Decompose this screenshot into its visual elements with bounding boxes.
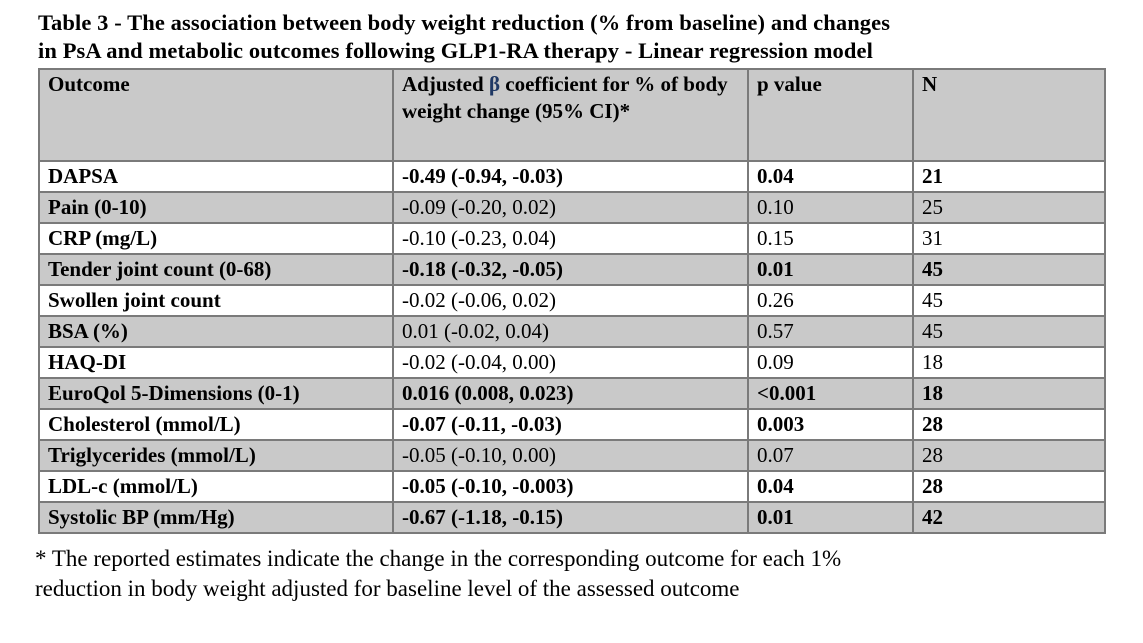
coefficient-cell: -0.09 (-0.20, 0.02) (392, 191, 749, 224)
table-row: Pain (0-10) -0.09 (-0.20, 0.02) 0.10 25 (38, 191, 1106, 224)
outcome-cell: Systolic BP (mm/Hg) (38, 501, 394, 534)
n-cell: 42 (912, 501, 1106, 534)
n-cell: 28 (912, 408, 1106, 441)
column-header-pvalue: p value (747, 68, 914, 162)
n-cell: 31 (912, 222, 1106, 255)
pvalue-cell: 0.09 (747, 346, 914, 379)
header-row: Outcome Adjusted β coefficient for % of … (38, 68, 1106, 162)
coefficient-cell: -0.10 (-0.23, 0.04) (392, 222, 749, 255)
table-row: BSA (%) 0.01 (-0.02, 0.04) 0.57 45 (38, 315, 1106, 348)
pvalue-cell: 0.57 (747, 315, 914, 348)
table-row: Systolic BP (mm/Hg) -0.67 (-1.18, -0.15) 0… (38, 501, 1106, 534)
n-cell: 28 (912, 470, 1106, 503)
outcome-cell: Cholesterol (mmol/L) (38, 408, 394, 441)
coefficient-cell: -0.07 (-0.11, -0.03) (392, 408, 749, 441)
coefficient-cell: 0.01 (-0.02, 0.04) (392, 315, 749, 348)
n-cell: 18 (912, 346, 1106, 379)
pvalue-cell: 0.15 (747, 222, 914, 255)
outcome-cell: LDL-c (mmol/L) (38, 470, 394, 503)
table-row: LDL-c (mmol/L) -0.05 (-0.10, -0.003) 0.04 2… (38, 470, 1106, 503)
outcome-cell: Triglycerides (mmol/L) (38, 439, 394, 472)
n-cell: 21 (912, 160, 1106, 193)
table-row: HAQ-DI -0.02 (-0.04, 0.00) 0.09 18 (38, 346, 1106, 379)
table-row: Cholesterol (mmol/L) -0.07 (-0.11, -0.03)… (38, 408, 1106, 441)
table-footnote: * The reported estimates indicate the ch… (35, 544, 1143, 604)
column-header-n: N (912, 68, 1106, 162)
coefficient-header-suffix: coefficient for % of body weight change … (402, 72, 728, 123)
outcome-cell: HAQ-DI (38, 346, 394, 379)
coefficient-cell: -0.05 (-0.10, 0.00) (392, 439, 749, 472)
n-cell: 18 (912, 377, 1106, 410)
table-title: Table 3 - The association between body w… (38, 9, 1118, 65)
coefficient-cell: -0.18 (-0.32, -0.05) (392, 253, 749, 286)
table-row: CRP (mg/L) -0.10 (-0.23, 0.04) 0.15 31 (38, 222, 1106, 255)
table-row: Swollen joint count -0.02 (-0.06, 0.02) 0.… (38, 284, 1106, 317)
pvalue-cell: 0.04 (747, 470, 914, 503)
table-title-line-2: in PsA and metabolic outcomes following … (38, 38, 873, 63)
table-row: Triglycerides (mmol/L) -0.05 (-0.10, 0.00… (38, 439, 1106, 472)
coefficient-cell: 0.016 (0.008, 0.023) (392, 377, 749, 410)
footnote-line-1: * The reported estimates indicate the ch… (35, 546, 842, 571)
pvalue-cell: <0.001 (747, 377, 914, 410)
outcome-cell: CRP (mg/L) (38, 222, 394, 255)
column-header-outcome: Outcome (38, 68, 394, 162)
pvalue-cell: 0.10 (747, 191, 914, 224)
table-title-line-1: Table 3 - The association between body w… (38, 10, 891, 35)
coefficient-cell: -0.49 (-0.94, -0.03) (392, 160, 749, 193)
n-cell: 25 (912, 191, 1106, 224)
coefficient-cell: -0.05 (-0.10, -0.003) (392, 470, 749, 503)
beta-symbol: β (488, 72, 501, 96)
column-header-coefficient: Adjusted β coefficient for % of body wei… (392, 68, 749, 162)
table-row: EuroQol 5-Dimensions (0-1) 0.016 (0.008, … (38, 377, 1106, 410)
outcome-cell: DAPSA (38, 160, 394, 193)
outcome-cell: Pain (0-10) (38, 191, 394, 224)
outcome-cell: Tender joint count (0-68) (38, 253, 394, 286)
n-cell: 28 (912, 439, 1106, 472)
outcome-cell: Swollen joint count (38, 284, 394, 317)
coefficient-cell: -0.02 (-0.04, 0.00) (392, 346, 749, 379)
coefficient-cell: -0.02 (-0.06, 0.02) (392, 284, 749, 317)
n-cell: 45 (912, 253, 1106, 286)
outcome-cell: EuroQol 5-Dimensions (0-1) (38, 377, 394, 410)
coefficient-header-prefix: Adjusted (402, 72, 489, 96)
n-cell: 45 (912, 315, 1106, 348)
pvalue-cell: 0.04 (747, 160, 914, 193)
outcome-cell: BSA (%) (38, 315, 394, 348)
table-row: DAPSA -0.49 (-0.94, -0.03) 0.04 21 (38, 160, 1106, 193)
pvalue-cell: 0.003 (747, 408, 914, 441)
pvalue-cell: 0.01 (747, 501, 914, 534)
pvalue-cell: 0.07 (747, 439, 914, 472)
footnote-line-2: reduction in body weight adjusted for ba… (35, 576, 740, 601)
coefficient-cell: -0.67 (-1.18, -0.15) (392, 501, 749, 534)
n-cell: 45 (912, 284, 1106, 317)
table-row: Tender joint count (0-68) -0.18 (-0.32, -… (38, 253, 1106, 286)
pvalue-cell: 0.26 (747, 284, 914, 317)
results-table: Outcome Adjusted β coefficient for % of … (38, 68, 1106, 534)
pvalue-cell: 0.01 (747, 253, 914, 286)
